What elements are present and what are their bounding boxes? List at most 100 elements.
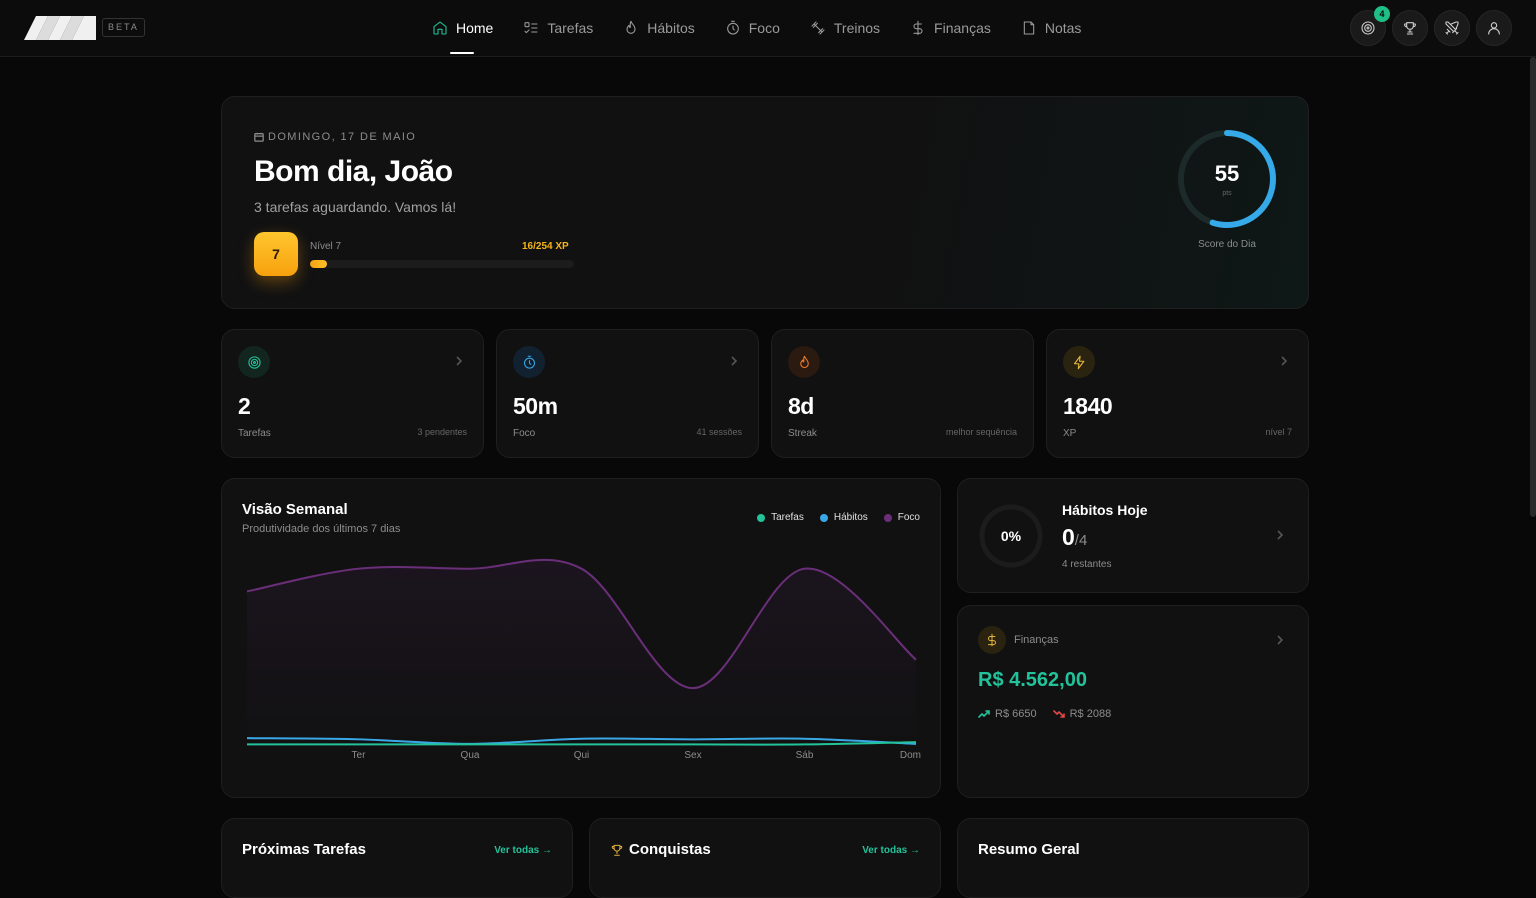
chevron-right-icon — [1277, 635, 1284, 645]
series-line-hábitos — [246, 737, 917, 745]
x-tick-label: Sex — [684, 750, 701, 761]
nav-label: Tarefas — [547, 20, 594, 36]
top-actions: 4 — [1344, 6, 1512, 46]
stat-icon-bg — [513, 346, 545, 378]
legend-item-tarefas[interactable]: Tarefas — [757, 512, 804, 523]
achievements-title: Conquistas — [629, 841, 711, 858]
top-bar: BETA Home Tarefas Hábitos Foco Treinos F… — [0, 0, 1536, 57]
weekly-title: Visão Semanal — [242, 501, 348, 518]
habits-done: 0 — [1062, 524, 1075, 550]
greeting-subtitle: 3 tarefas aguardando. Vamos lá! — [254, 199, 457, 215]
finance-flows: R$ 6650 R$ 2088 — [978, 708, 1127, 720]
nav-notas[interactable]: Notas — [1021, 0, 1081, 56]
nav-home[interactable]: Home — [432, 0, 493, 56]
goals-count-badge: 4 — [1374, 6, 1390, 22]
x-tick-label: Sáb — [796, 750, 814, 761]
dumbbell-icon — [811, 21, 825, 35]
achievements-button[interactable] — [1392, 10, 1428, 46]
swords-icon — [1445, 21, 1459, 35]
nav-tarefas[interactable]: Tarefas — [523, 0, 593, 56]
flame-icon — [799, 355, 809, 368]
home-icon — [433, 21, 447, 35]
trophy-icon — [611, 844, 623, 856]
nav-label: Treinos — [833, 20, 881, 36]
stat-card-tarefas[interactable]: 2 Tarefas 3 pendentes — [221, 329, 484, 458]
legend-item-foco[interactable]: Foco — [883, 512, 920, 523]
habits-remaining: 4 restantes — [1062, 559, 1112, 570]
upcoming-tasks-card: Próximas Tarefas Ver todas → — [221, 818, 573, 898]
habits-total: /4 — [1074, 532, 1088, 549]
target-icon — [1361, 21, 1375, 35]
nav-foco[interactable]: Foco — [725, 0, 780, 56]
user-icon — [1488, 22, 1500, 35]
stat-card-xp[interactable]: 1840 XP nível 7 — [1046, 329, 1309, 458]
habits-percent: 0% — [1000, 528, 1022, 544]
stat-card-streak[interactable]: 8d Streak melhor sequência — [771, 329, 1034, 458]
stat-note: 3 pendentes — [417, 427, 467, 437]
beta-badge: BETA — [102, 18, 145, 37]
upcoming-tasks-link[interactable]: Ver todas → — [494, 845, 552, 856]
nav-label: Home — [456, 20, 494, 36]
brand-logo[interactable] — [24, 16, 96, 40]
habits-progress-ring — [979, 504, 1043, 568]
stat-note: 41 sessões — [696, 427, 742, 437]
achievements-link[interactable]: Ver todas → — [862, 845, 920, 856]
weekly-subtitle: Produtividade dos últimos 7 dias — [242, 523, 401, 535]
profile-button[interactable] — [1476, 10, 1512, 46]
main-nav: Home Tarefas Hábitos Foco Treinos Finanç… — [432, 0, 1111, 56]
nav-label: Foco — [748, 20, 780, 36]
achievements-card: Conquistas Ver todas → — [589, 818, 941, 898]
legend-label: Hábitos — [833, 512, 868, 523]
greeting-title: Bom dia, João — [254, 155, 453, 188]
nav-label: Hábitos — [647, 20, 695, 36]
summary-title: Resumo Geral — [978, 841, 1080, 858]
chevron-right-icon — [1277, 530, 1284, 540]
chart-legend: Tarefas Hábitos Foco — [741, 512, 920, 523]
stat-value: 2 — [238, 393, 251, 419]
nav-financas[interactable]: Finanças — [910, 0, 991, 56]
stat-label: Streak — [788, 428, 817, 439]
xp-progress-fill — [310, 260, 327, 268]
stat-card-foco[interactable]: 50m Foco 41 sessões — [496, 329, 759, 458]
habits-today-card[interactable]: 0% Hábitos Hoje 0/4 4 restantes — [957, 478, 1309, 593]
trophy-icon — [1404, 22, 1416, 35]
note-icon — [1023, 21, 1035, 35]
nav-habitos[interactable]: Hábitos — [623, 0, 695, 56]
goals-button[interactable]: 4 — [1350, 6, 1390, 46]
target-icon — [247, 355, 261, 369]
income-flow: R$ 6650 — [978, 708, 1037, 720]
score-ring — [1178, 130, 1276, 228]
tools-button[interactable] — [1434, 10, 1470, 46]
legend-dot — [883, 513, 892, 522]
weekly-line-chart: Ter Qua Qui Sex Sáb Dom — [246, 558, 921, 761]
chevron-right-icon — [1281, 356, 1288, 366]
x-tick-label: Qua — [461, 750, 480, 761]
stat-label: Tarefas — [238, 428, 271, 439]
xp-progress-text: 16/254 XP — [522, 241, 569, 252]
chevron-right-icon — [731, 356, 738, 366]
level-label: Nível 7 — [310, 241, 342, 252]
legend-item-habitos[interactable]: Hábitos — [819, 512, 868, 523]
stat-icon-bg — [788, 346, 820, 378]
stat-label: Foco — [513, 428, 536, 439]
list-check-icon — [524, 22, 538, 34]
score-label: Score do Dia — [1198, 239, 1256, 250]
finance-card[interactable]: Finanças R$ 4.562,00 R$ 6650 R$ 2088 — [957, 605, 1309, 798]
finance-label: Finanças — [1014, 634, 1059, 646]
income-value: R$ 6650 — [995, 708, 1037, 720]
dollar-icon — [913, 20, 923, 36]
page-scrollbar[interactable] — [1530, 57, 1536, 517]
series-area-foco — [247, 559, 916, 745]
nav-treinos[interactable]: Treinos — [810, 0, 880, 56]
legend-dot — [819, 513, 828, 522]
legend-label: Foco — [897, 512, 920, 523]
trending-down-icon — [1052, 710, 1065, 718]
calendar-icon — [254, 132, 264, 142]
stat-label: XP — [1063, 428, 1077, 439]
stat-note: melhor sequência — [945, 427, 1017, 437]
current-date: DOMINGO, 17 DE MAIO — [254, 131, 416, 143]
flame-icon — [626, 20, 636, 34]
finance-icon-bg — [978, 626, 1006, 654]
greeting-card: DOMINGO, 17 DE MAIO Bom dia, João 3 tare… — [221, 96, 1309, 309]
x-tick-label: Dom — [900, 750, 921, 761]
